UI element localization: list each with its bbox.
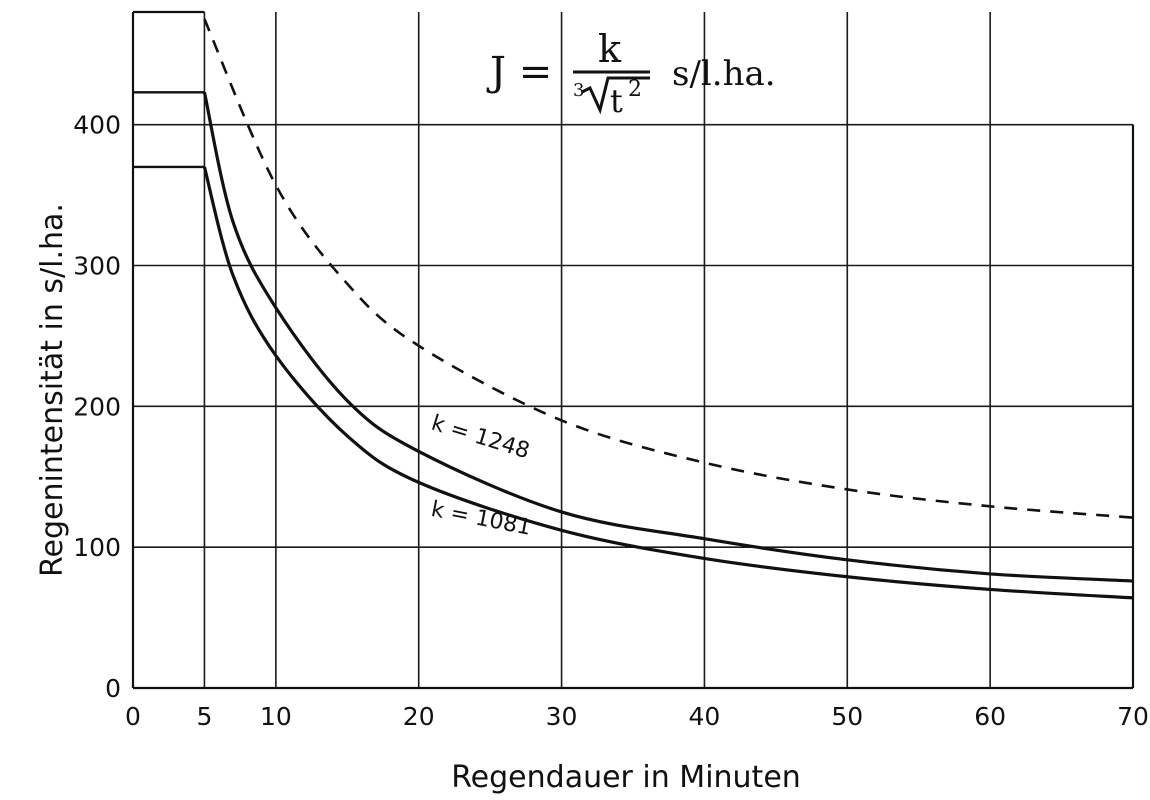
x-tick-label: 40	[689, 702, 721, 731]
y-tick-label: 300	[73, 252, 121, 281]
grid	[131, 10, 1135, 690]
formula: J = k 3 t 2 s/l.ha.	[486, 27, 776, 120]
x-tick-label: 70	[1117, 702, 1149, 731]
series-group: k = 1248 k = 1081	[133, 18, 1134, 600]
formula-exponent: 2	[628, 77, 642, 102]
series-line-k-1081	[202, 166, 1134, 600]
x-tick-label: 30	[546, 702, 578, 731]
formula-unit: s/l.ha.	[672, 54, 776, 94]
x-axis-title: Regendauer in Minuten	[451, 760, 801, 795]
x-tick-label: 0	[125, 702, 141, 731]
x-tick-label: 20	[403, 702, 435, 731]
formula-numerator: k	[598, 27, 622, 71]
x-tick-label: 10	[260, 702, 292, 731]
series-label-k-1248: k = 1248	[428, 411, 532, 464]
formula-lhs: J =	[486, 49, 552, 95]
formula-radicand: t	[610, 82, 623, 120]
series-line-k-1248	[202, 91, 1134, 583]
formula-radical-sign	[581, 76, 650, 115]
tick-labels: 0 5 10 20 30 40 50 60 70 0 100 200 300 400	[73, 111, 1149, 731]
y-tick-label: 400	[73, 111, 121, 140]
series-line-dashed	[203, 18, 1134, 519]
x-tick-label: 50	[831, 702, 863, 731]
formula-root-index: 3	[573, 80, 584, 101]
y-tick-label: 200	[73, 392, 121, 421]
series-label-k-1081: k = 1081	[429, 497, 533, 541]
x-tick-label: 60	[974, 702, 1006, 731]
y-axis-title: Regenintensität in s/l.ha.	[35, 203, 70, 577]
y-tick-label: 0	[105, 674, 121, 703]
x-tick-label: 5	[196, 702, 212, 731]
y-tick-label: 100	[73, 533, 121, 562]
